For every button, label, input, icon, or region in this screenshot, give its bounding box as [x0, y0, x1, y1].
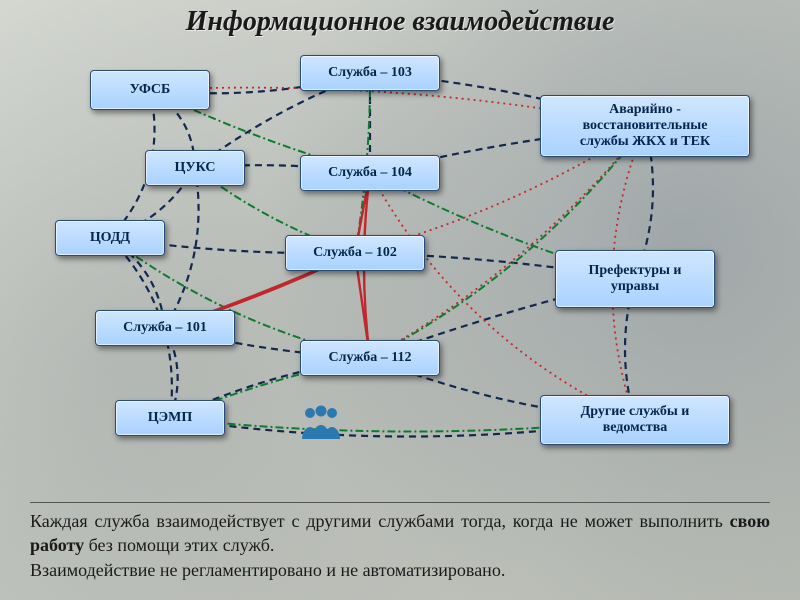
edge-tsuks-s101	[165, 168, 199, 328]
node-emerg: Аварийно - восстановительные службы ЖКХ …	[540, 95, 750, 157]
footer-text: Каждая служба взаимодействует с другими …	[30, 502, 770, 582]
node-s112: Служба – 112	[300, 340, 440, 376]
footer-line1a: Каждая служба взаимодействует с другими …	[30, 511, 730, 531]
node-s102: Служба – 102	[285, 235, 425, 271]
node-s101: Служба – 101	[95, 310, 235, 346]
page-title: Информационное взаимодействие	[0, 6, 800, 38]
node-s103: Служба – 103	[300, 55, 440, 91]
node-tsemp: ЦЭМП	[115, 400, 225, 436]
node-s104: Служба – 104	[300, 155, 440, 191]
diagram-stage: Информационное взаимодействие УФСБ Служба…	[0, 0, 800, 600]
footer-line1b: без помощи этих служб.	[84, 535, 274, 555]
node-ufsb: УФСБ	[90, 70, 210, 110]
node-pref: Префектуры и управы	[555, 250, 715, 308]
people-icon	[298, 405, 344, 446]
node-tsodd: ЦОДД	[55, 220, 165, 256]
node-other: Другие службы и ведомства	[540, 395, 730, 445]
footer-line2: Взаимодействие не регламентировано и не …	[30, 560, 505, 580]
node-tsuks: ЦУКС	[145, 150, 245, 186]
